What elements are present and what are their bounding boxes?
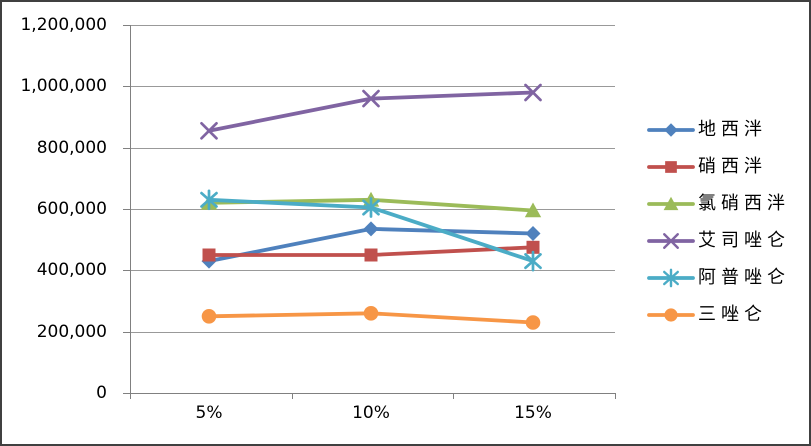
legend-asterisk-glyph (663, 268, 679, 288)
legend-diamond-glyph (664, 123, 678, 137)
legend-label: 阿普唑仑 (698, 267, 790, 288)
data-point-square-s2-p2 (364, 248, 378, 262)
legend-item-4: 艾司唑仑 (647, 231, 790, 251)
x-tick-label-5pct: 5% (195, 403, 223, 423)
legend-x-marker-icon (647, 233, 695, 249)
legend-item-6: 三唑仑 (647, 305, 767, 325)
legend-item-2: 硝西泮 (647, 157, 767, 177)
data-point-circle-s6-p2 (363, 306, 379, 321)
data-point-asterisk-s5-p3 (524, 250, 542, 272)
data-point-square-s2-p1 (202, 248, 216, 262)
y-tick-label-0: 0 (96, 383, 107, 403)
legend-item-3: 氯硝西泮 (647, 194, 790, 214)
data-point-triangle-s3-p3 (524, 202, 542, 218)
legend-label: 硝西泮 (698, 156, 767, 177)
legend-square-marker-icon (647, 161, 695, 173)
data-point-diamond-s1-p3 (525, 226, 541, 241)
legend-asterisk-marker-icon (647, 268, 695, 288)
legend-label: 三唑仑 (698, 304, 767, 325)
data-point-asterisk-s5-p2 (362, 197, 380, 218)
data-point-diamond-s1-p2 (363, 221, 379, 237)
legend-x-glyph (663, 233, 679, 249)
legend-triangle-marker-icon (647, 196, 695, 211)
y-tick-label-600000: 600,000 (36, 199, 107, 219)
x-tick-label-10pct: 10% (352, 403, 390, 423)
y-tick-label-200000: 200,000 (36, 322, 107, 342)
legend-diamond-marker-icon (647, 123, 695, 137)
data-point-circle-s6-p3 (525, 315, 541, 330)
y-tick-label-800000: 800,000 (36, 138, 107, 158)
legend-item-1: 地西泮 (647, 120, 767, 140)
legend-circle-marker-icon (647, 308, 695, 322)
legend-label: 氯硝西泮 (698, 193, 790, 214)
legend-square-glyph (665, 161, 677, 173)
legend-circle-glyph (664, 308, 678, 322)
legend-item-5: 阿普唑仑 (647, 268, 790, 288)
y-tick-label-1000000: 1,000,000 (20, 76, 107, 96)
data-point-circle-s6-p1 (201, 309, 217, 324)
legend-label: 艾司唑仑 (698, 230, 790, 251)
y-tick-label-400000: 400,000 (36, 260, 107, 280)
legend-label: 地西泮 (698, 119, 767, 140)
data-point-x-s4-p2 (362, 89, 380, 108)
y-tick-label-1200000: 1,200,000 (20, 15, 107, 35)
data-point-x-s4-p1 (200, 121, 218, 140)
data-point-square-s2-p3 (526, 240, 540, 254)
legend-triangle-glyph (663, 196, 679, 211)
data-point-asterisk-s5-p1 (200, 189, 218, 211)
x-tick-label-15pct: 15% (514, 403, 552, 423)
data-point-x-s4-p3 (524, 83, 542, 102)
